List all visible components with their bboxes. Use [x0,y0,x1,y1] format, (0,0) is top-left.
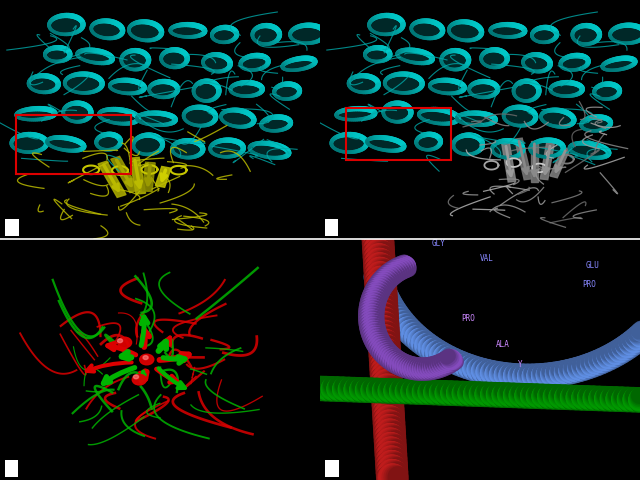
Polygon shape [29,76,58,92]
Text: PRO: PRO [582,280,596,289]
Circle shape [143,356,148,360]
Text: ALA: ALA [496,340,510,349]
Polygon shape [45,48,70,61]
Polygon shape [129,22,161,40]
Polygon shape [515,138,532,180]
Polygon shape [274,84,300,99]
Text: Y: Y [518,360,523,369]
Polygon shape [513,81,539,101]
Polygon shape [502,143,516,182]
Polygon shape [184,107,216,126]
Polygon shape [203,55,230,72]
Polygon shape [110,80,144,94]
Polygon shape [63,103,91,122]
Polygon shape [550,83,582,96]
Polygon shape [441,50,468,70]
Polygon shape [143,162,155,192]
Polygon shape [430,80,464,94]
Polygon shape [221,110,254,127]
Polygon shape [111,156,139,192]
Polygon shape [193,81,219,101]
Polygon shape [416,134,440,150]
Polygon shape [469,82,498,97]
Polygon shape [550,147,570,178]
Polygon shape [540,143,554,180]
Polygon shape [290,25,324,43]
Polygon shape [453,135,483,155]
Polygon shape [419,109,458,124]
Polygon shape [594,84,620,99]
Polygon shape [16,108,55,120]
Text: A: A [6,220,17,234]
Text: VAL: VAL [480,254,494,263]
Polygon shape [541,110,574,127]
Polygon shape [170,24,205,37]
Polygon shape [367,137,404,151]
Polygon shape [492,141,523,157]
Polygon shape [149,82,178,97]
Text: D: D [326,461,338,475]
Polygon shape [92,21,123,38]
Polygon shape [457,113,495,125]
Polygon shape [250,143,289,158]
Polygon shape [530,140,563,157]
Bar [346,108,451,160]
Polygon shape [397,50,432,63]
Polygon shape [241,56,268,70]
Bar [16,115,131,175]
Polygon shape [161,50,188,67]
Polygon shape [121,50,148,70]
Polygon shape [610,25,640,43]
Polygon shape [282,58,315,70]
Polygon shape [172,141,203,157]
Polygon shape [385,74,422,93]
Polygon shape [449,22,481,40]
Polygon shape [212,27,237,42]
Polygon shape [369,15,403,35]
Polygon shape [602,58,635,70]
Polygon shape [383,103,411,122]
Polygon shape [252,25,280,44]
Text: B: B [326,220,337,234]
Polygon shape [230,83,262,96]
Polygon shape [481,50,508,67]
Polygon shape [99,109,138,124]
Polygon shape [332,134,367,152]
Polygon shape [581,117,611,131]
Text: C: C [6,461,17,475]
Polygon shape [570,143,609,158]
Polygon shape [96,134,120,150]
Polygon shape [130,157,145,194]
Polygon shape [49,15,83,35]
Polygon shape [137,113,175,125]
Circle shape [118,339,123,343]
Polygon shape [349,76,378,92]
Text: PRO: PRO [461,314,475,323]
Polygon shape [47,137,84,151]
Text: GLU: GLU [586,261,600,270]
Polygon shape [65,74,102,93]
Polygon shape [156,167,171,187]
Polygon shape [572,25,600,44]
Circle shape [134,375,139,379]
Polygon shape [12,134,47,152]
Polygon shape [98,161,126,197]
Text: GLY: GLY [432,239,446,248]
Circle shape [132,374,147,385]
Polygon shape [490,24,525,37]
Polygon shape [412,21,443,38]
Polygon shape [523,55,550,72]
Polygon shape [336,108,375,120]
Polygon shape [365,48,390,61]
Polygon shape [210,140,243,157]
Circle shape [140,354,154,365]
Polygon shape [77,50,112,63]
Polygon shape [531,141,538,181]
Polygon shape [133,135,163,155]
Polygon shape [561,56,588,70]
Polygon shape [532,27,557,42]
Polygon shape [261,117,291,131]
Circle shape [118,337,132,348]
Polygon shape [504,107,536,126]
